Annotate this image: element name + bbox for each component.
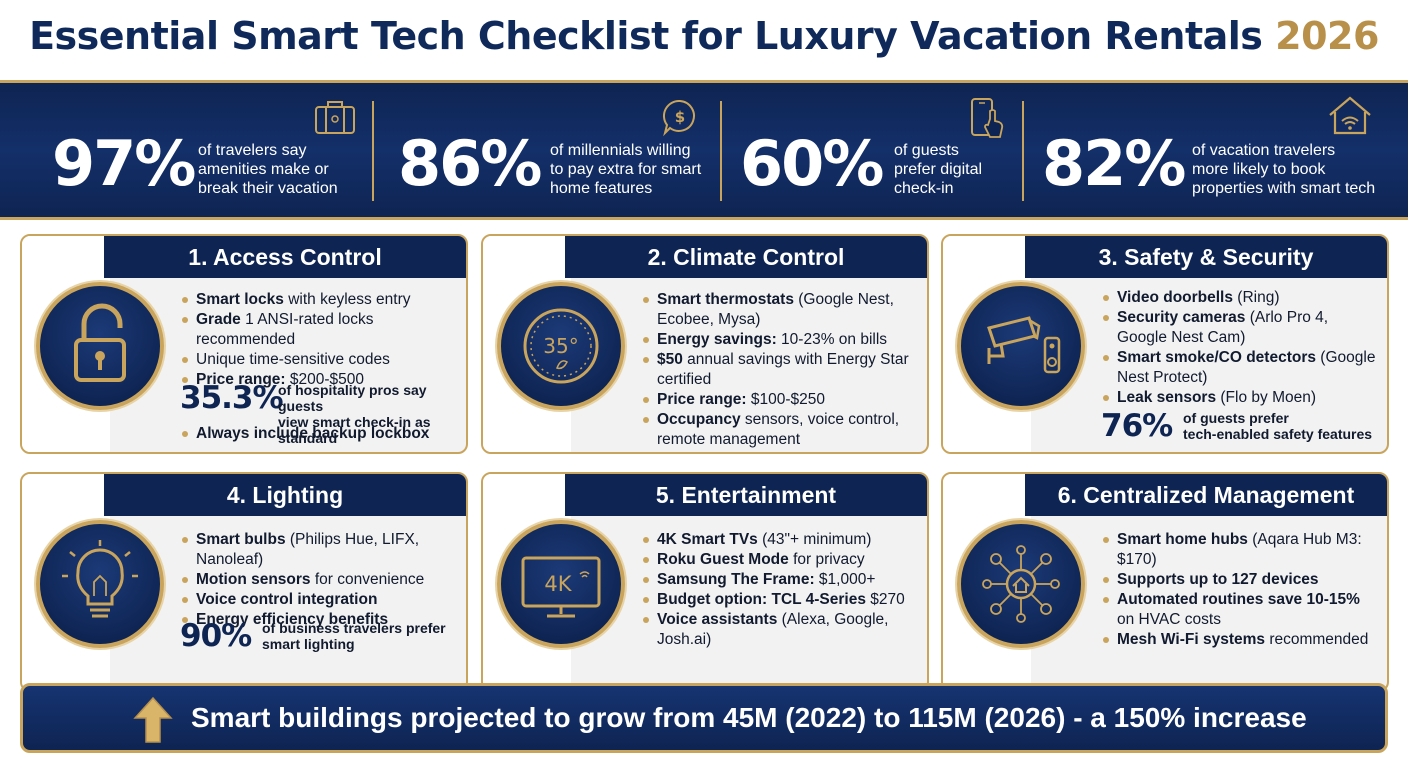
padlock-icon [36, 282, 164, 410]
card-title: 6. Centralized Management [1025, 474, 1387, 516]
luggage-icon [315, 101, 355, 134]
callout-text: of business travelers prefer smart light… [262, 620, 446, 652]
list-item: Unique time-sensitive codes [180, 350, 458, 370]
card-climate-control: 2. Climate Control 35° Smart thermostats… [481, 234, 929, 454]
stats-band: 97% of travelers say amenities make or b… [0, 80, 1408, 220]
thermostat-reading: 35° [543, 334, 578, 358]
callout-text: of guests prefer tech-enabled safety fea… [1183, 410, 1373, 442]
list-item: Smart thermostats (Google Nest, Ecobee, … [641, 290, 919, 330]
up-arrow-icon [133, 696, 173, 743]
list-item: Roku Guest Mode for privacy [641, 550, 919, 570]
stat-divider [720, 101, 722, 201]
list-item: Security cameras (Arlo Pro 4, Google Nes… [1101, 308, 1379, 348]
stat-text: of vacation travelers more likely to boo… [1192, 142, 1376, 197]
stat-smart-tech: 82% of vacation travelers more likely to… [1042, 83, 1392, 217]
list-item: Occupancy sensors, voice control, remote… [641, 410, 919, 450]
card-list: Smart bulbs (Philips Hue, LIFX, Nanoleaf… [180, 530, 458, 630]
stat-value: 86% [398, 127, 542, 200]
list-item: Leak sensors (Flo by Moen) [1101, 388, 1379, 408]
callout-value: 35.3% [180, 380, 284, 416]
stat-divider [372, 101, 374, 201]
card-callout: 35.3% of hospitality pros say guests vie… [180, 378, 460, 446]
list-item: Price range: $100-$250 [641, 390, 919, 410]
list-item: Grade 1 ANSI-rated locks recommended [180, 310, 458, 350]
card-title: 4. Lighting [104, 474, 466, 516]
stat-text: of travelers say amenities make or break… [198, 142, 338, 197]
callout-value: 76% [1101, 408, 1173, 444]
list-item: 4K Smart TVs (43"+ minimum) [641, 530, 919, 550]
smart-home-icon [1329, 96, 1371, 135]
stat-divider [1022, 101, 1024, 201]
card-safety-security: 3. Safety & Security Video doorbells (Ri… [941, 234, 1389, 454]
card-list: Smart locks with keyless entry Grade 1 A… [180, 290, 458, 390]
stat-value: 82% [1042, 127, 1186, 200]
dollar-chat-icon: $ [662, 99, 695, 137]
card-callout: 90% of business travelers prefer smart l… [180, 616, 460, 660]
stat-travelers: 97% of travelers say amenities make or b… [52, 83, 372, 217]
hub-network-icon [957, 520, 1085, 648]
card-list: Video doorbells (Ring) Security cameras … [1101, 288, 1379, 408]
tv-label: 4K [544, 572, 572, 596]
title-year: 2026 [1275, 14, 1379, 58]
list-item: Smart bulbs (Philips Hue, LIFX, Nanoleaf… [180, 530, 458, 570]
list-item: Automated routines save 10-15% on HVAC c… [1101, 590, 1379, 630]
tv-icon: 4K [497, 520, 625, 648]
list-item: Motion sensors for convenience [180, 570, 458, 590]
list-item: Budget option: TCL 4-Series $270 [641, 590, 919, 610]
card-title: 2. Climate Control [565, 236, 927, 278]
card-list: 4K Smart TVs (43"+ minimum) Roku Guest M… [641, 530, 919, 650]
card-list: Smart home hubs (Aqara Hub M3: $170) Sup… [1101, 530, 1379, 650]
list-item: Mesh Wi-Fi systems recommended [1101, 630, 1379, 650]
card-entertainment: 5. Entertainment 4K 4K Smart TVs (43"+ m… [481, 472, 929, 692]
stat-digital-checkin: 60% of guests prefer digital check-in [740, 83, 1020, 217]
card-access-control: 1. Access Control Smart locks with keyle… [20, 234, 468, 454]
callout-text: of hospitality pros say guests view smar… [278, 382, 431, 446]
stat-value: 60% [740, 127, 884, 200]
card-centralized-management: 6. Centralized Management Smart home hub… [941, 472, 1389, 692]
growth-banner: Smart buildings projected to grow from 4… [20, 683, 1388, 753]
stat-value: 97% [52, 127, 196, 200]
stat-text: of millennials willing to pay extra for … [550, 142, 702, 197]
list-item: $50 annual savings with Energy Star cert… [641, 350, 919, 390]
page-title: Essential Smart Tech Checklist for Luxur… [0, 14, 1408, 58]
card-lighting: 4. Lighting Smart bulbs (Philips Hue, LI… [20, 472, 468, 692]
svg-text:$: $ [675, 108, 685, 126]
list-item: Price range: $200-$500 [180, 370, 458, 390]
card-title: 1. Access Control [104, 236, 466, 278]
list-item: Supports up to 127 devices [1101, 570, 1379, 590]
list-item: Voice control integration [180, 590, 458, 610]
list-item: Voice assistants (Alexa, Google, Josh.ai… [641, 610, 919, 650]
banner-text: Smart buildings projected to grow from 4… [191, 702, 1307, 733]
card-list-after: Always include backup lockbox [180, 424, 458, 444]
list-item: Video doorbells (Ring) [1101, 288, 1379, 308]
list-item: Energy efficiency benefits [180, 610, 458, 630]
list-item: Always include backup lockbox [180, 424, 458, 444]
stat-text: of guests prefer digital check-in [894, 142, 983, 197]
card-list: Smart thermostats (Google Nest, Ecobee, … [641, 290, 919, 450]
security-camera-icon [957, 282, 1085, 410]
card-callout: 76% of guests prefer tech-enabled safety… [1101, 406, 1381, 450]
list-item: Smart home hubs (Aqara Hub M3: $170) [1101, 530, 1379, 570]
list-item: Energy savings: 10-23% on bills [641, 330, 919, 350]
list-item: Samsung The Frame: $1,000+ [641, 570, 919, 590]
list-item: Smart smoke/CO detectors (Google Nest Pr… [1101, 348, 1379, 388]
light-bulb-icon [36, 520, 164, 648]
card-title: 3. Safety & Security [1025, 236, 1387, 278]
card-title: 5. Entertainment [565, 474, 927, 516]
phone-tap-icon [971, 98, 1004, 138]
list-item: Smart locks with keyless entry [180, 290, 458, 310]
stat-millennials: 86% of millennials willing to pay extra … [398, 83, 718, 217]
callout-value: 90% [180, 618, 252, 654]
title-main: Essential Smart Tech Checklist for Luxur… [29, 14, 1263, 58]
thermostat-icon: 35° [497, 282, 625, 410]
